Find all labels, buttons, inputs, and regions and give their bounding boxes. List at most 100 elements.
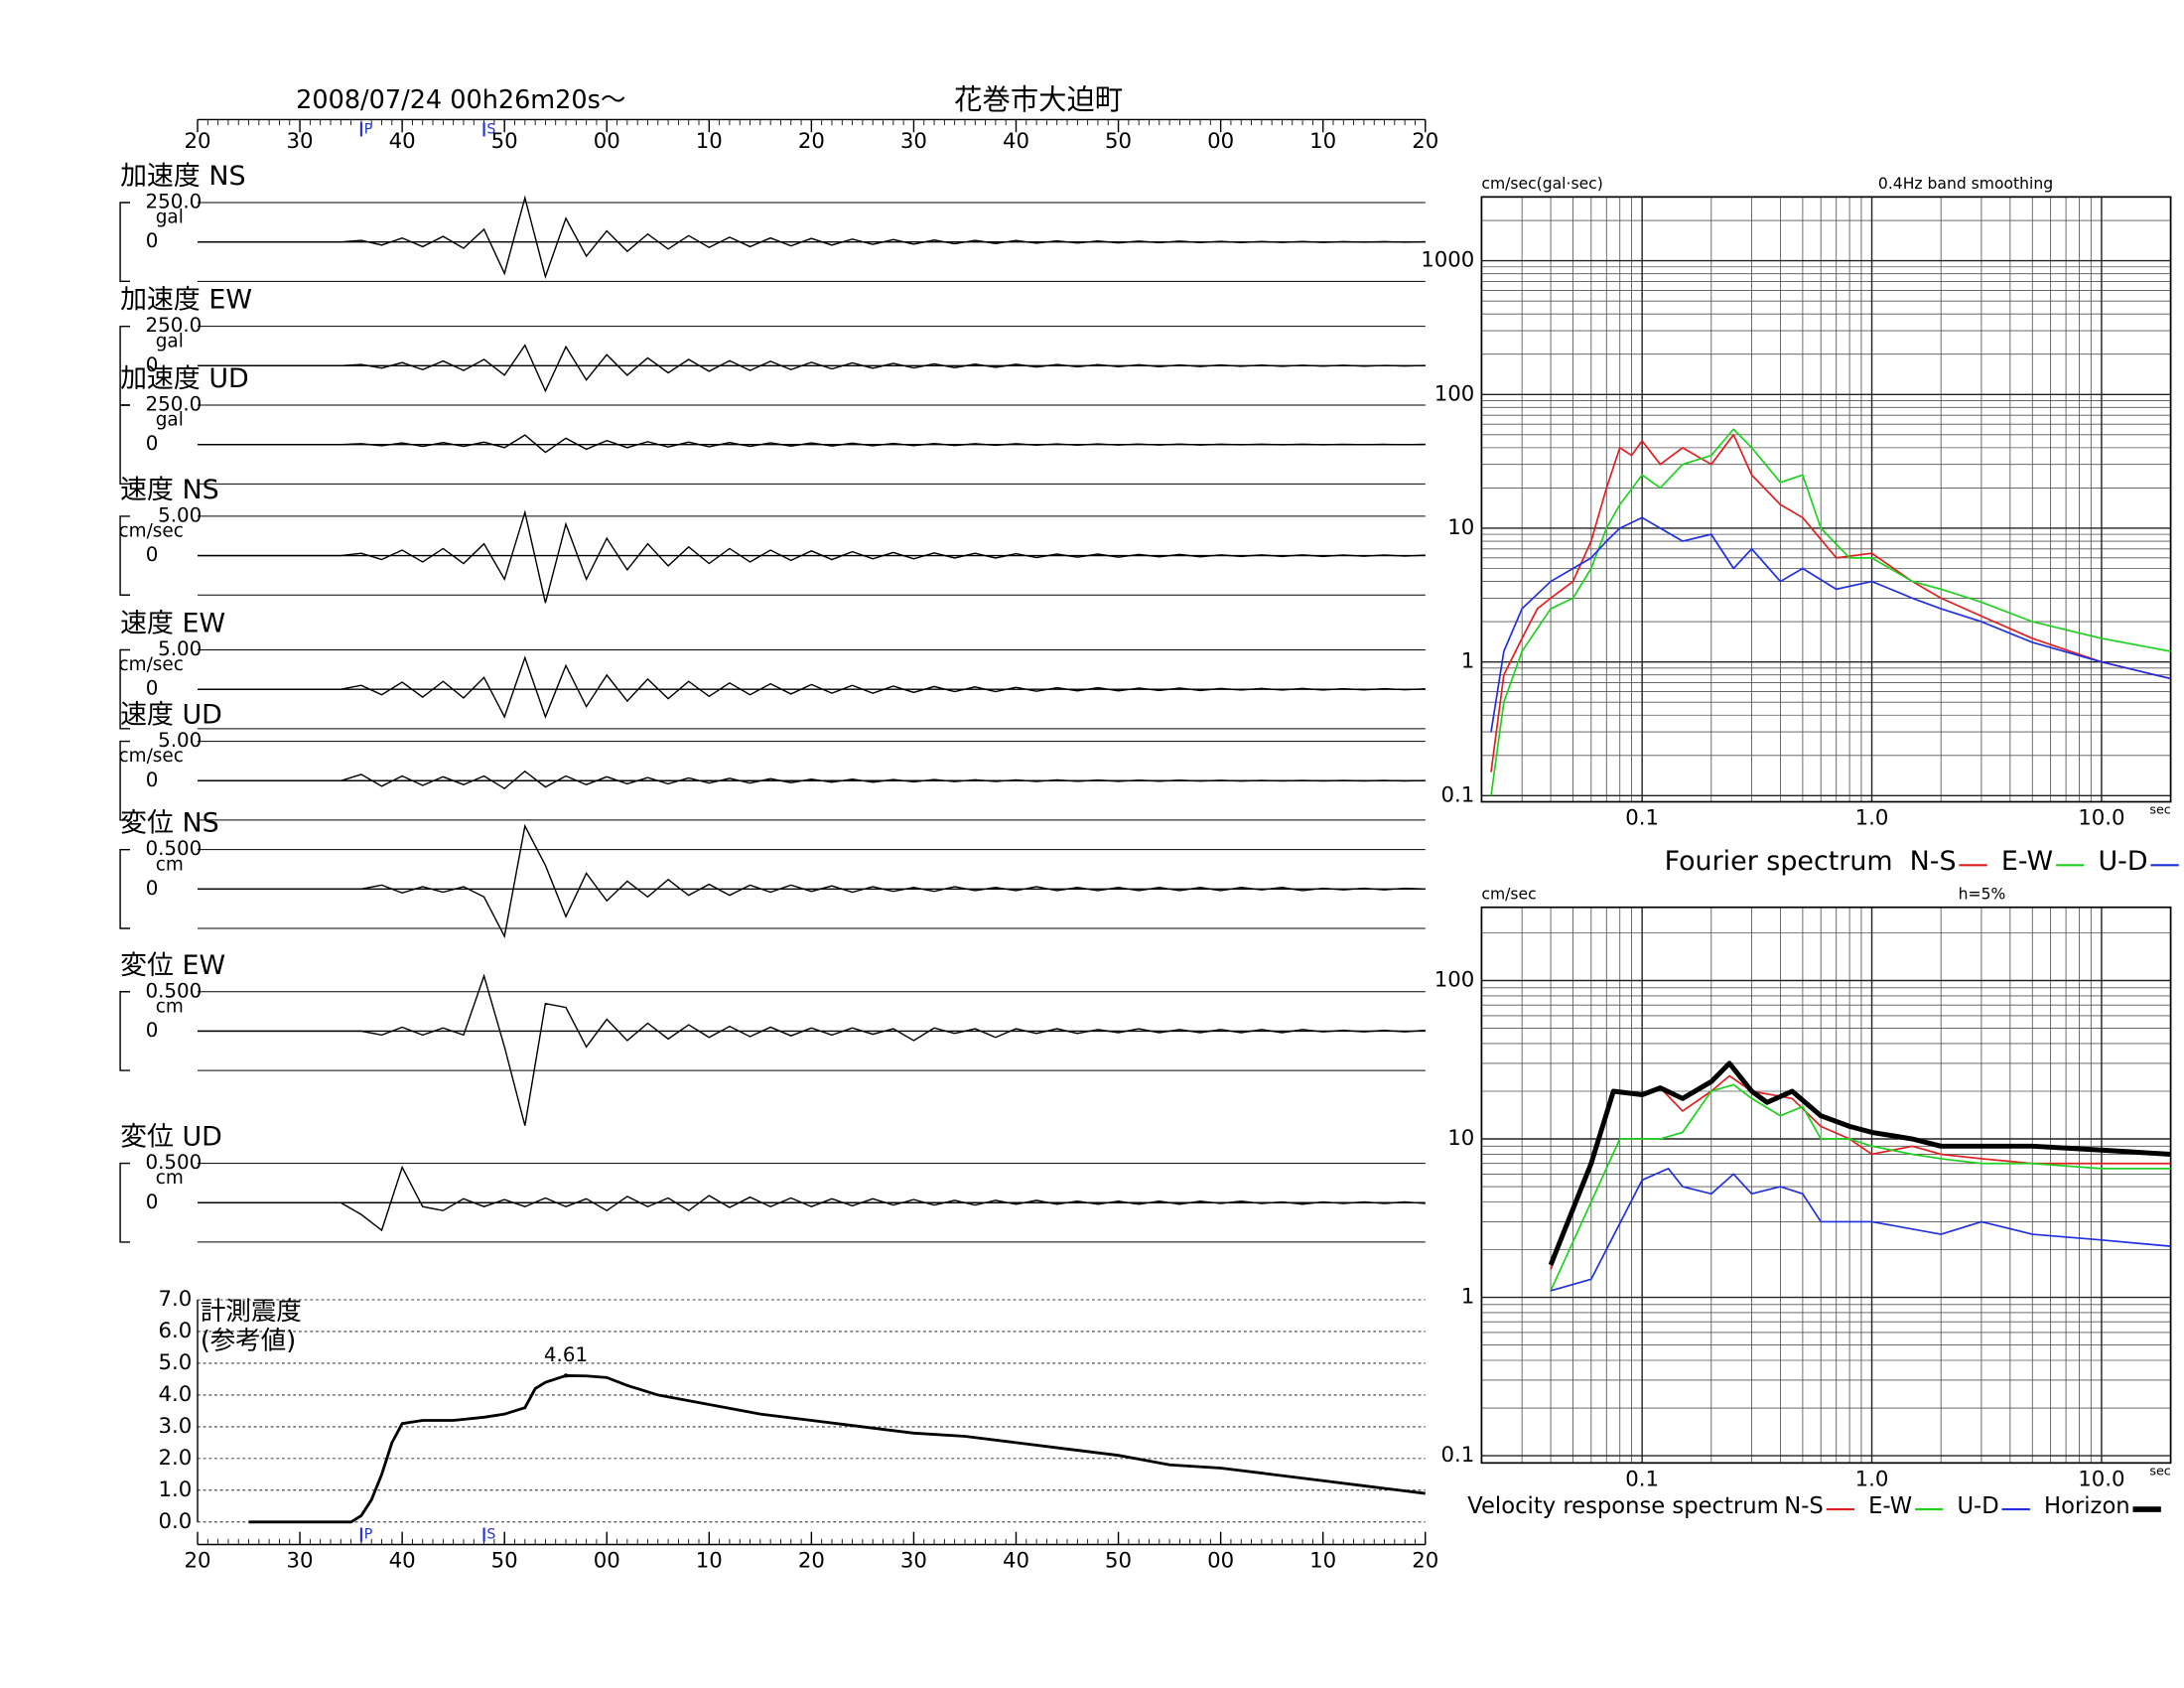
panel-title: 加速度 EW	[120, 285, 252, 316]
y-tick-label: 0	[146, 432, 159, 455]
plot-frame	[1480, 196, 2172, 803]
x-tick-label: 0.1	[1625, 1467, 1659, 1491]
panel-bracket	[119, 740, 131, 821]
panel-title: 速度 NS	[120, 475, 219, 505]
x-tick-label: 0.1	[1625, 806, 1659, 831]
x-tick-label: 00	[594, 129, 620, 154]
panel-bracket	[119, 515, 131, 596]
panel-title: 変位 NS	[120, 808, 219, 839]
y-tick-label: 0	[146, 229, 159, 252]
y-tick-label: 0.500	[145, 837, 202, 860]
y-tick-label: 0	[146, 1019, 159, 1042]
panel-title: 速度 UD	[120, 700, 222, 731]
y-tick-label: 7.0	[159, 1287, 193, 1312]
waveform	[198, 1165, 1426, 1232]
y-tick-label: 0.1	[1441, 1443, 1475, 1468]
x-tick-label: 1.0	[1855, 1467, 1889, 1491]
x-tick-label: 20	[1412, 1549, 1438, 1574]
y-unit: cm/sec	[119, 746, 184, 767]
x-tick-label: 20	[798, 1549, 825, 1574]
x-tick-label: 10	[696, 1549, 723, 1574]
x-tick-label: 20	[184, 129, 210, 154]
spectrum-line	[1550, 1168, 2171, 1292]
phase-label: S	[486, 1527, 495, 1543]
panel-bracket	[119, 202, 131, 283]
x-tick-label: 20	[184, 1549, 210, 1574]
x-tick-label: 30	[900, 1549, 927, 1574]
x-tick-label: 50	[1105, 129, 1132, 154]
panel-title: 速度 EW	[120, 609, 225, 639]
x-tick-label: 00	[594, 1549, 620, 1574]
waveform	[198, 509, 1426, 604]
x-tick-label: 50	[491, 1549, 518, 1574]
phase-label: P	[364, 1527, 373, 1543]
y-tick-label: 5.0	[159, 1350, 193, 1375]
intensity-subtitle: (参考値)	[201, 1327, 296, 1356]
spectrum-line	[1490, 428, 2171, 796]
panel-bracket	[119, 648, 131, 730]
intensity-title: 計測震度	[201, 1297, 302, 1327]
y-tick-label: 2.0	[159, 1446, 193, 1471]
legend-label: N-S	[1784, 1493, 1824, 1519]
x-tick-label: 50	[491, 129, 518, 154]
waveform	[198, 434, 1426, 454]
y-tick-label: 0.500	[145, 1151, 202, 1174]
spectrum-line	[1490, 433, 2171, 773]
spectrum-line	[1490, 516, 2171, 733]
waveform	[198, 195, 1426, 280]
x-tick-label: 00	[1207, 129, 1234, 154]
peak-dot	[563, 1373, 569, 1378]
y-unit: cm/sec	[119, 521, 184, 542]
y-tick-label: 0.0	[159, 1509, 193, 1534]
peak-label: 4.61	[544, 1343, 588, 1366]
x-tick-label: 30	[287, 129, 314, 154]
datetime: 2008/07/24 00h26m20s〜	[296, 85, 625, 115]
y-tick-label: 250.0	[145, 191, 202, 213]
waveform	[198, 973, 1426, 1126]
y-tick-label: 5.00	[158, 503, 202, 526]
x-tick-label: 40	[389, 1549, 416, 1574]
y-tick-label: 0.500	[145, 979, 202, 1002]
y-tick-label: 3.0	[159, 1414, 193, 1439]
y-unit: gal	[156, 208, 184, 228]
y-tick-label: 1	[1461, 649, 1475, 674]
panel-bracket	[119, 991, 131, 1071]
x-unit: sec	[2149, 803, 2171, 818]
plot-frame	[1480, 906, 2172, 1465]
note: h=5%	[1959, 886, 2006, 904]
panel-bracket	[119, 1162, 131, 1243]
legend-label: Horizon	[2044, 1493, 2130, 1519]
spectrum-line	[1550, 1083, 2171, 1292]
legend-label: U-D	[1957, 1493, 1998, 1519]
phase-label: S	[486, 121, 495, 137]
y-tick-label: 0.1	[1441, 782, 1475, 807]
panel-title: 加速度 NS	[120, 161, 245, 192]
y-unit: gal	[156, 410, 184, 431]
legend-caption: Velocity response spectrum	[1467, 1493, 1778, 1519]
panel-title: 変位 UD	[120, 1122, 222, 1153]
spectrum-line	[1550, 1074, 2171, 1270]
y-tick-label: 4.0	[159, 1382, 193, 1407]
waveform	[198, 344, 1426, 393]
x-tick-label: 10.0	[2078, 806, 2124, 831]
y-tick-label: 0	[146, 769, 159, 791]
phase-label: P	[364, 121, 373, 137]
x-tick-label: 10	[696, 129, 723, 154]
panel-bracket	[119, 848, 131, 929]
y-unit: cm	[156, 996, 184, 1017]
y-unit: cm/sec	[1481, 886, 1536, 904]
y-tick-label: 5.00	[158, 637, 202, 660]
y-unit: cm	[156, 854, 184, 875]
x-tick-label: 40	[1003, 1549, 1029, 1574]
y-unit: cm/sec(gal·sec)	[1481, 175, 1602, 193]
legend-label: U-D	[2098, 846, 2147, 877]
x-tick-label: 10.0	[2078, 1467, 2124, 1491]
y-tick-label: 0	[146, 677, 159, 700]
waveform	[198, 770, 1426, 790]
y-tick-label: 10	[1447, 515, 1474, 540]
y-tick-label: 100	[1434, 968, 1475, 993]
y-unit: cm/sec	[119, 654, 184, 675]
y-tick-label: 0	[146, 353, 159, 376]
